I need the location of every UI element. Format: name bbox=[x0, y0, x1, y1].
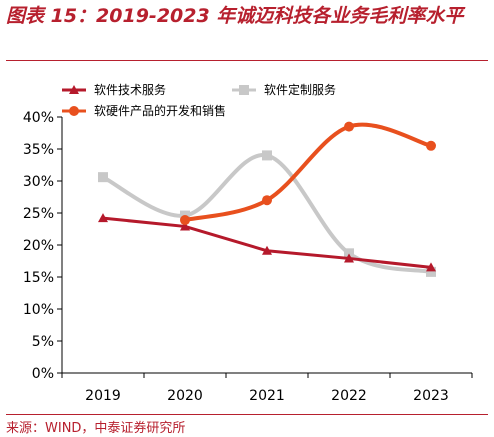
series-line bbox=[184, 122, 432, 222]
y-tick-label: 25% bbox=[23, 206, 54, 222]
data-point bbox=[426, 140, 436, 151]
y-tick-label: 10% bbox=[23, 302, 54, 318]
x-tick-label: 2023 bbox=[413, 388, 449, 404]
x-tick-label: 2022 bbox=[331, 388, 367, 404]
series-3 bbox=[180, 121, 436, 226]
data-point bbox=[262, 245, 272, 255]
data-point bbox=[98, 172, 108, 183]
legend-item: 软件定制服务 bbox=[232, 82, 336, 97]
y-tick-label: 0% bbox=[32, 366, 54, 382]
chart-series bbox=[98, 121, 436, 277]
series-line bbox=[102, 216, 432, 269]
page-title: 图表 15：2019-2023 年诚迈科技各业务毛利率水平 bbox=[6, 5, 464, 27]
x-tick-label: 2021 bbox=[249, 388, 285, 404]
data-point bbox=[426, 262, 436, 272]
legend-swatch-marker bbox=[239, 85, 249, 95]
y-tick-label: 15% bbox=[23, 270, 54, 286]
data-point bbox=[344, 248, 354, 259]
y-tick-label: 20% bbox=[23, 238, 54, 254]
y-tick-label: 35% bbox=[23, 142, 54, 158]
title-divider bbox=[6, 60, 488, 61]
legend-label: 软件技术服务 bbox=[94, 82, 166, 97]
data-point bbox=[344, 253, 354, 263]
y-tick-label: 30% bbox=[23, 174, 54, 190]
y-tick-label: 40% bbox=[23, 110, 54, 126]
data-point bbox=[98, 213, 108, 223]
y-tick-label: 5% bbox=[32, 334, 54, 350]
legend-swatch-marker bbox=[69, 85, 79, 94]
source-note: 来源：WIND，中泰证券研究所 bbox=[6, 421, 186, 436]
x-tick-label: 2019 bbox=[85, 388, 121, 404]
source-divider bbox=[6, 414, 488, 415]
data-point bbox=[426, 266, 436, 277]
x-tick-label: 2020 bbox=[167, 388, 203, 404]
series-1 bbox=[98, 213, 436, 272]
legend-item: 软硬件产品的开发和销售 bbox=[62, 103, 226, 118]
legend-swatch-marker bbox=[69, 106, 79, 116]
data-point bbox=[262, 195, 272, 206]
legend-label: 软件定制服务 bbox=[264, 82, 336, 97]
series-2 bbox=[98, 150, 436, 277]
data-point bbox=[180, 221, 190, 231]
data-point bbox=[180, 215, 190, 226]
legend-label: 软硬件产品的开发和销售 bbox=[94, 103, 226, 118]
data-point bbox=[344, 121, 354, 132]
legend-item: 软件技术服务 bbox=[62, 82, 166, 97]
data-point bbox=[262, 150, 272, 161]
chart-axes: 0% 5% 10% 15% 20% 25% 30% 35% 40% 2019 2020 2021 202… bbox=[23, 110, 473, 404]
